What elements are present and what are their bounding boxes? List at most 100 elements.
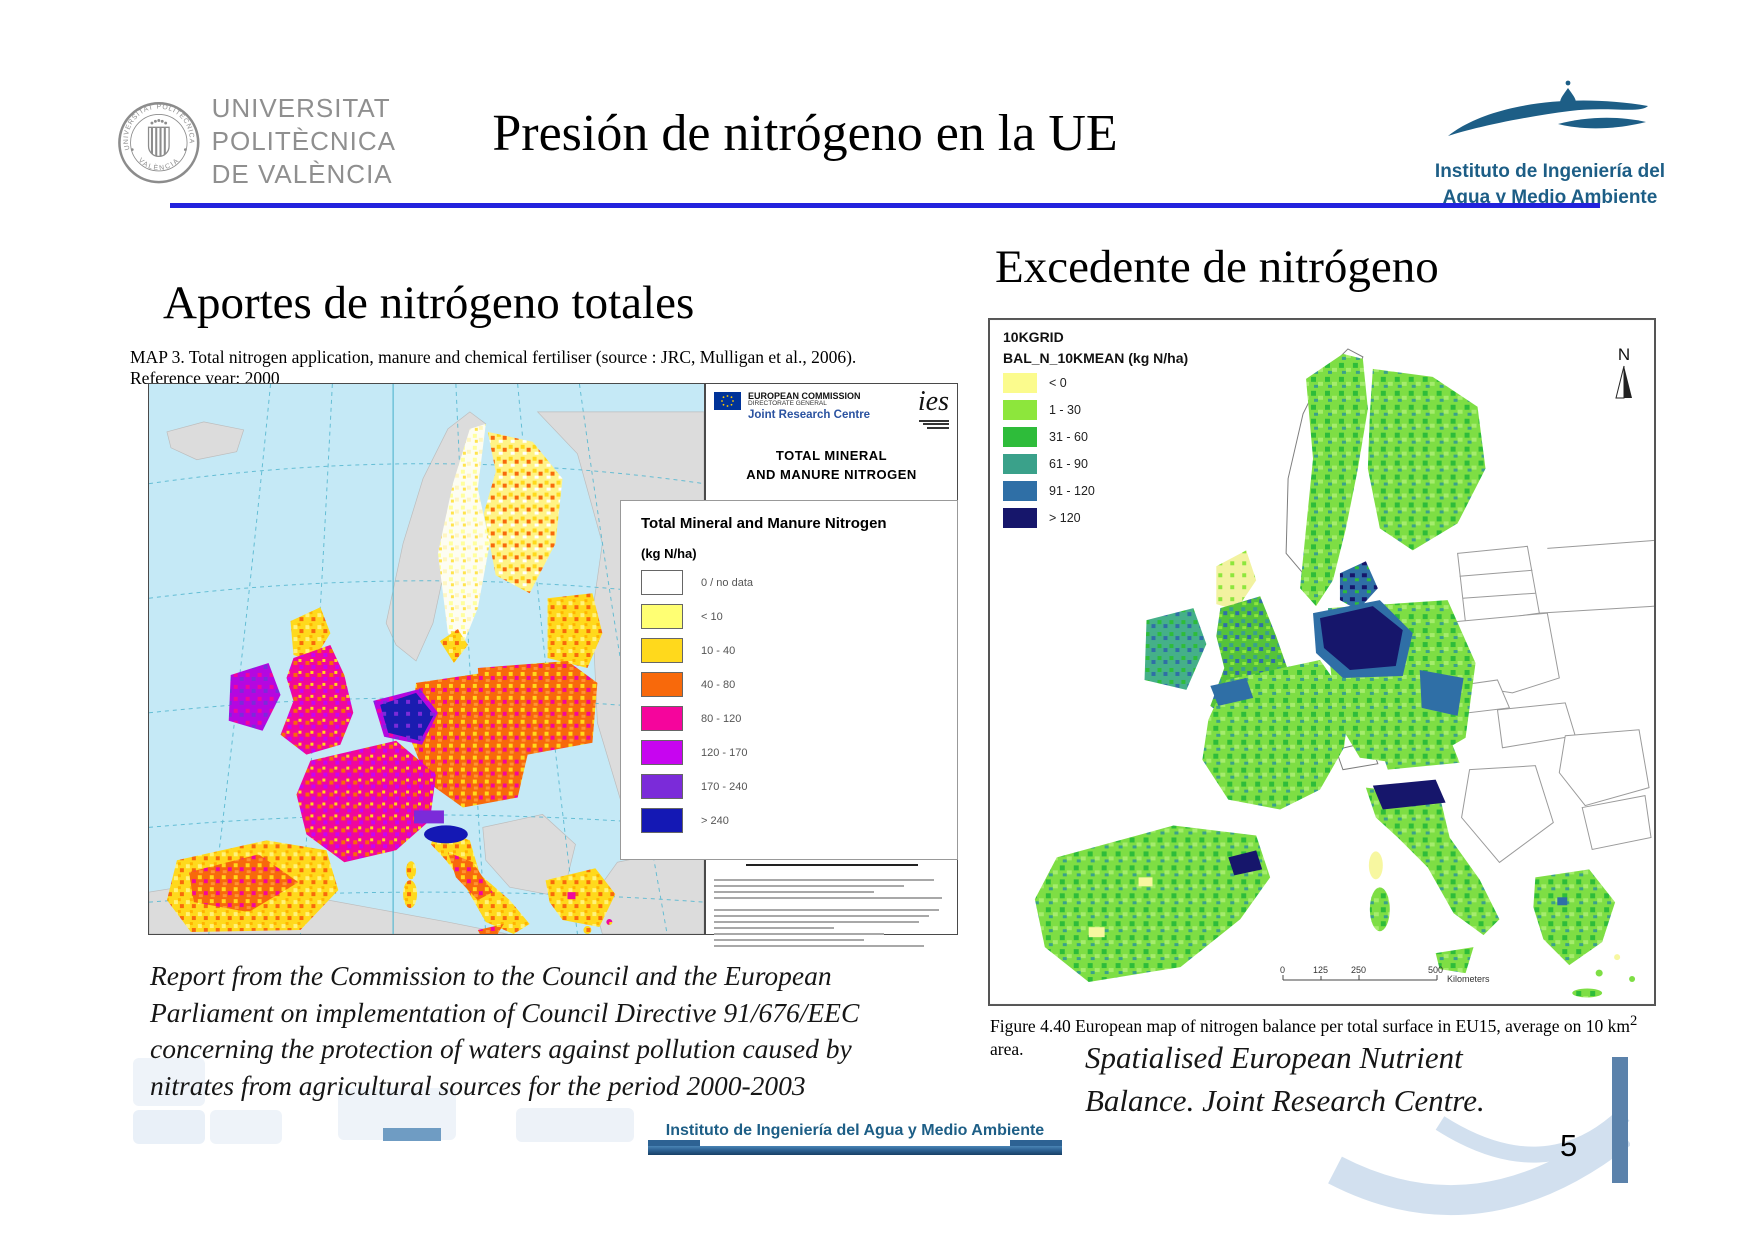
legend-swatch	[1003, 427, 1037, 447]
legend-item: > 240	[641, 808, 937, 833]
footer-bar-left-cap	[648, 1140, 700, 1151]
watermark-block	[133, 1110, 205, 1144]
page-title: Presión de nitrógeno en la UE	[492, 105, 1118, 162]
map3-legend-title: Total Mineral and Manure Nitrogen	[641, 515, 887, 532]
nitrogen-balance-figure: 10KGRID BAL_N_10KMEAN (kg N/ha) < 0 1 - 3…	[988, 318, 1656, 1006]
balance-legend-subtitle: BAL_N_10KMEAN (kg N/ha)	[1003, 350, 1189, 366]
right-quote: Spatialised European Nutrient Balance. Jo…	[1085, 1040, 1485, 1119]
right-edge-bar	[1612, 1057, 1628, 1183]
legend-swatch	[1003, 454, 1037, 474]
legend-label: > 240	[701, 814, 729, 827]
seal-crown	[150, 118, 168, 125]
iiama-swoosh-icon	[1448, 80, 1648, 136]
legend-item: 91 - 120	[1003, 481, 1188, 501]
legend-swatch	[641, 740, 683, 765]
right-section-heading: Excedente de nitrógeno	[995, 241, 1439, 293]
north-arrow-icon	[1615, 365, 1632, 399]
ec-line1: EUROPEAN COMMISSION	[748, 391, 861, 401]
legend-label: 91 - 120	[1049, 484, 1095, 498]
map3-legend-units: (kg N/ha)	[641, 546, 697, 561]
scale-bar-graphic: 0 125 250 500 Kilometers	[1280, 965, 1490, 984]
svg-text:0: 0	[1280, 965, 1285, 975]
footer-bar	[648, 1140, 1062, 1156]
legend-label: 0 / no data	[701, 576, 753, 589]
map3-source-fineprint	[714, 875, 950, 947]
legend-item: 80 - 120	[641, 706, 937, 731]
balance-figure-caption: Figure 4.40 European map of nitrogen bal…	[990, 1013, 1638, 1060]
footer-bar-middle	[648, 1146, 1062, 1155]
legend-swatch	[641, 808, 683, 833]
svg-text:VALÈNCIA: VALÈNCIA	[137, 157, 182, 173]
watermark-block	[516, 1108, 634, 1142]
legend-item: 0 / no data	[641, 570, 937, 595]
upv-seal-icon: UNIVERSITAT POLITÈCNICA VALÈNCIA	[118, 102, 200, 184]
legend-swatch	[1003, 373, 1037, 393]
legend-label: 1 - 30	[1049, 403, 1081, 417]
legend-swatch	[641, 604, 683, 629]
legend-item: 10 - 40	[641, 638, 937, 663]
iiama-logo: Instituto de Ingeniería del Agua y Medio…	[1390, 80, 1710, 211]
legend-swatch	[641, 706, 683, 731]
legend-label: 170 - 240	[701, 780, 748, 793]
legend-item: 170 - 240	[641, 774, 937, 799]
legend-label: 80 - 120	[701, 712, 742, 725]
balance-legend-title: 10KGRID	[1003, 329, 1064, 345]
legend-item: 40 - 80	[641, 672, 937, 697]
watermark-block	[210, 1110, 282, 1144]
nitrogen-balance-map-graphic	[989, 319, 1655, 1005]
left-section-heading: Aportes de nitrógeno totales	[163, 277, 695, 329]
ies-logo-text: ies	[917, 386, 949, 417]
svg-text:125: 125	[1313, 965, 1328, 975]
title-divider	[170, 203, 1600, 208]
legend-label: 31 - 60	[1049, 430, 1088, 444]
ies-logo: ies	[918, 386, 949, 429]
svg-text:250: 250	[1351, 965, 1366, 975]
map3-figure: EUROPEAN COMMISSION DIRECTORATE GENERAL …	[148, 383, 958, 947]
legend-item: 1 - 30	[1003, 400, 1188, 420]
legend-label: < 0	[1049, 376, 1067, 390]
legend-swatch	[1003, 481, 1037, 501]
scale-bar: 0 125 250 500 Kilometers	[1277, 964, 1517, 991]
swirl-decoration	[1328, 1109, 1630, 1216]
legend-swatch	[1003, 400, 1037, 420]
watermark-block	[133, 1058, 205, 1106]
svg-text:500: 500	[1428, 965, 1443, 975]
legend-item: 31 - 60	[1003, 427, 1188, 447]
legend-label: < 10	[701, 610, 723, 623]
balance-legend-rows: < 0 1 - 30 31 - 60 61 - 90 91 - 120 > 120	[1003, 373, 1188, 528]
iiama-wordmark: Instituto de Ingeniería del Agua y Medio…	[1434, 161, 1666, 208]
ies-logo-bars	[918, 419, 949, 429]
map3-map-graphic	[148, 383, 705, 935]
north-label: N	[1617, 345, 1631, 364]
legend-label: 61 - 90	[1049, 457, 1088, 471]
legend-item: > 120	[1003, 508, 1188, 528]
footer-bar-right-cap	[1010, 1140, 1062, 1151]
legend-label: 40 - 80	[701, 678, 736, 691]
legend-swatch	[641, 774, 683, 799]
ec-line3: Joint Research Centre	[748, 409, 871, 422]
legend-item: < 0	[1003, 373, 1188, 393]
north-arrow: N	[1615, 345, 1633, 404]
svg-text:Kilometers: Kilometers	[1447, 974, 1490, 984]
legend-label: > 120	[1049, 511, 1081, 525]
eu-flag-icon	[714, 392, 741, 410]
balance-legend: 10KGRID BAL_N_10KMEAN (kg N/ha) < 0 1 - 3…	[1003, 329, 1188, 528]
legend-swatch	[641, 570, 683, 595]
legend-item: 61 - 90	[1003, 454, 1188, 474]
ec-block: EUROPEAN COMMISSION DIRECTORATE GENERAL …	[714, 391, 871, 422]
map3-panel-title: TOTAL MINERAL AND MANURE NITROGEN	[746, 448, 917, 482]
upv-logo: UNIVERSITAT POLITÈCNICA VALÈNCIA UNIVERS…	[116, 82, 396, 200]
legend-swatch	[1003, 508, 1037, 528]
page-number: 5	[1560, 1128, 1578, 1163]
upv-wordmark: UNIVERSITAT POLITÈCNICA DE VALÈNCIA	[211, 92, 396, 189]
left-quote: Report from the Commission to the Counci…	[150, 960, 860, 1101]
fineprint-separator	[746, 864, 918, 866]
legend-label: 120 - 170	[701, 746, 748, 759]
ec-line2: DIRECTORATE GENERAL	[748, 400, 827, 408]
legend-item: < 10	[641, 604, 937, 629]
legend-label: 10 - 40	[701, 644, 736, 657]
legend-swatch	[641, 638, 683, 663]
legend-swatch	[641, 672, 683, 697]
watermark-block	[383, 1128, 441, 1141]
